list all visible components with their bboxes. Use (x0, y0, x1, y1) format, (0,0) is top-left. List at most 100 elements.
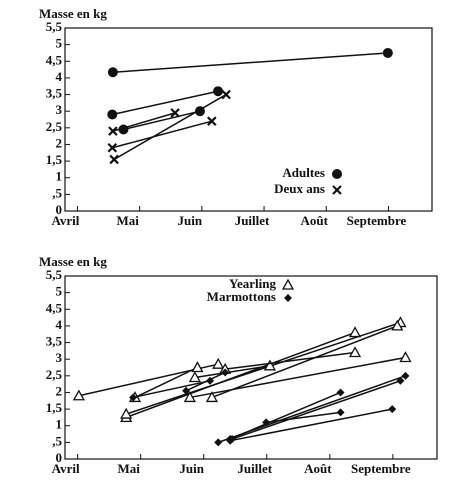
marker (129, 393, 138, 402)
y-tick-label: 1,5 (46, 400, 63, 415)
y-tick-label: 4 (56, 317, 63, 332)
marker (108, 126, 118, 136)
x-tick-label: Avril (52, 461, 80, 476)
marker (336, 388, 345, 397)
line-segment (112, 120, 212, 149)
line-segment (113, 93, 227, 161)
marker (401, 371, 410, 380)
marker (170, 108, 180, 118)
marker (263, 359, 277, 371)
line-segment (125, 321, 401, 415)
marker (213, 86, 224, 97)
marker (191, 361, 204, 373)
line-segment (112, 52, 388, 74)
legend-marker (281, 278, 295, 290)
marker (72, 389, 85, 401)
marker (183, 391, 196, 403)
y-tick-label: 2,5 (46, 367, 63, 382)
marker (182, 386, 191, 395)
y-tick-label: 0 (56, 450, 63, 465)
marker (107, 109, 118, 120)
line-segment (185, 371, 226, 392)
line-segment (225, 351, 356, 370)
y-tick-label: 5 (56, 284, 63, 299)
legend-label: Marmottons (207, 289, 276, 304)
y-tick-label: 3 (56, 350, 63, 365)
x-tick-label: Septembre (351, 461, 411, 476)
x-tick-label: Avril (51, 213, 79, 228)
y-tick-label: 2 (56, 135, 63, 150)
line-segment (123, 110, 201, 131)
y-tick-label: 1 (56, 417, 63, 432)
marker (205, 391, 219, 403)
y-tick-label: 5,5 (46, 267, 63, 282)
legend-label: Adultes (282, 165, 325, 180)
x-tick-label: Septembre (347, 213, 407, 228)
x-tick-label: Août (304, 461, 332, 476)
y-axis-label: Masse en kg (39, 6, 107, 21)
y-tick-label: 2 (56, 383, 63, 398)
y-tick-label: 4 (56, 69, 63, 84)
marker (228, 435, 237, 444)
marker (188, 371, 201, 383)
x-tick-label: Juin (179, 461, 204, 476)
line-segment (266, 411, 341, 424)
x-tick-label: Juillet (235, 213, 270, 228)
marker (221, 89, 231, 100)
line-segment (194, 365, 271, 379)
y-axis-label: Masse en kg (39, 254, 107, 269)
marker (214, 438, 223, 447)
marker (107, 143, 118, 153)
y-tick-label: 3,5 (46, 86, 63, 101)
marker (382, 47, 393, 58)
y-tick-label: 0 (56, 202, 63, 217)
marker (207, 116, 217, 126)
line-segment (112, 112, 176, 132)
y-tick-label: 4,5 (46, 300, 63, 315)
y-tick-label: 3 (56, 102, 63, 117)
y-tick-label: 1,5 (46, 152, 63, 167)
marker (348, 326, 362, 338)
marker (399, 351, 412, 363)
line-segment (230, 408, 393, 442)
marker (262, 418, 271, 427)
legend-marker (284, 294, 292, 302)
marker (107, 67, 118, 78)
y-tick-label: ,5 (52, 185, 62, 200)
line-segment (134, 366, 198, 399)
legend-label: Yearling (229, 276, 276, 291)
x-tick-label: Mai (117, 461, 140, 476)
legend-marker (332, 185, 342, 195)
line-segment (112, 90, 219, 116)
line-segment (132, 380, 211, 399)
legend-marker (332, 169, 342, 179)
plot-frame (64, 27, 433, 212)
x-tick-label: Juin (178, 213, 203, 228)
legend-label: Deux ans (274, 181, 325, 196)
line-segment (125, 331, 356, 419)
marker (336, 408, 345, 417)
plot-frame (64, 275, 438, 460)
y-tick-label: 5,5 (46, 19, 63, 34)
marker (388, 405, 397, 414)
line-segment (189, 356, 406, 399)
marker (348, 346, 362, 358)
x-tick-label: Juillet (237, 461, 272, 476)
marker (212, 357, 225, 369)
line-segment (231, 380, 401, 440)
y-tick-label: ,5 (52, 433, 62, 448)
line-segment (229, 391, 341, 440)
marker (120, 407, 133, 419)
x-tick-label: Mai (116, 213, 139, 228)
marker (391, 319, 404, 331)
x-tick-label: Août (301, 213, 329, 228)
y-tick-label: 1 (56, 169, 63, 184)
marker (109, 154, 119, 165)
marker (221, 368, 230, 377)
y-tick-label: 2,5 (46, 119, 63, 134)
marker (396, 376, 405, 385)
y-tick-label: 3,5 (46, 334, 63, 349)
y-tick-label: 5 (56, 36, 63, 51)
y-tick-label: 4,5 (46, 52, 63, 67)
